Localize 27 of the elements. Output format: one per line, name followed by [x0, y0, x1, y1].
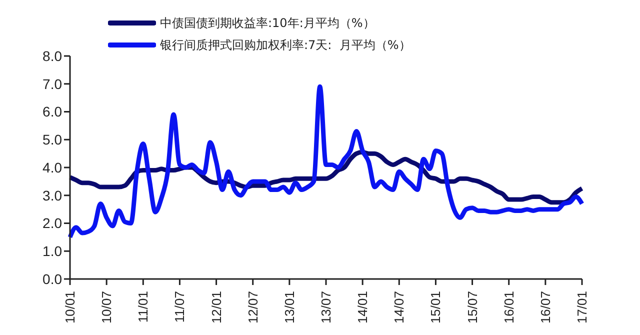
x-tick-label: 13/07 — [318, 291, 334, 324]
x-tick-label: 16/01 — [501, 291, 516, 324]
x-tick-label: 13/01 — [282, 291, 297, 324]
x-tick-label: 10/07 — [99, 291, 114, 324]
y-tick-label: 2.0 — [42, 215, 62, 232]
y-tick-label: 1.0 — [42, 243, 62, 260]
legend-label: 中债国债到期收益率:10年:月平均（%） — [160, 14, 375, 32]
legend-label: 银行间质押式回购加权利率:7天: 月平均（%） — [160, 36, 411, 54]
x-tick-label: 14/01 — [355, 291, 370, 324]
x-tick-label: 17/01 — [574, 291, 590, 324]
x-tick-label: 14/07 — [392, 291, 407, 324]
y-tick-label: 3.0 — [42, 187, 62, 204]
y-tick-label: 0.0 — [42, 270, 62, 287]
x-tick-label: 16/07 — [538, 291, 553, 324]
y-tick-label: 6.0 — [42, 104, 62, 120]
x-tick-label: 12/07 — [245, 291, 260, 324]
x-tick-label: 12/01 — [208, 291, 224, 324]
y-tick-label: 8.0 — [42, 48, 62, 64]
line-series — [68, 84, 584, 240]
y-tick-label: 7.0 — [42, 76, 62, 92]
x-tick-label: 11/07 — [172, 291, 188, 323]
x-tick-label: 10/01 — [62, 291, 78, 324]
x-tick-label: 11/01 — [136, 291, 151, 323]
y-tick-label: 5.0 — [42, 132, 62, 148]
y-tick-label: 4.0 — [42, 159, 62, 176]
x-tick-label: 15/01 — [428, 291, 444, 324]
x-tick-label: 15/07 — [464, 291, 480, 324]
